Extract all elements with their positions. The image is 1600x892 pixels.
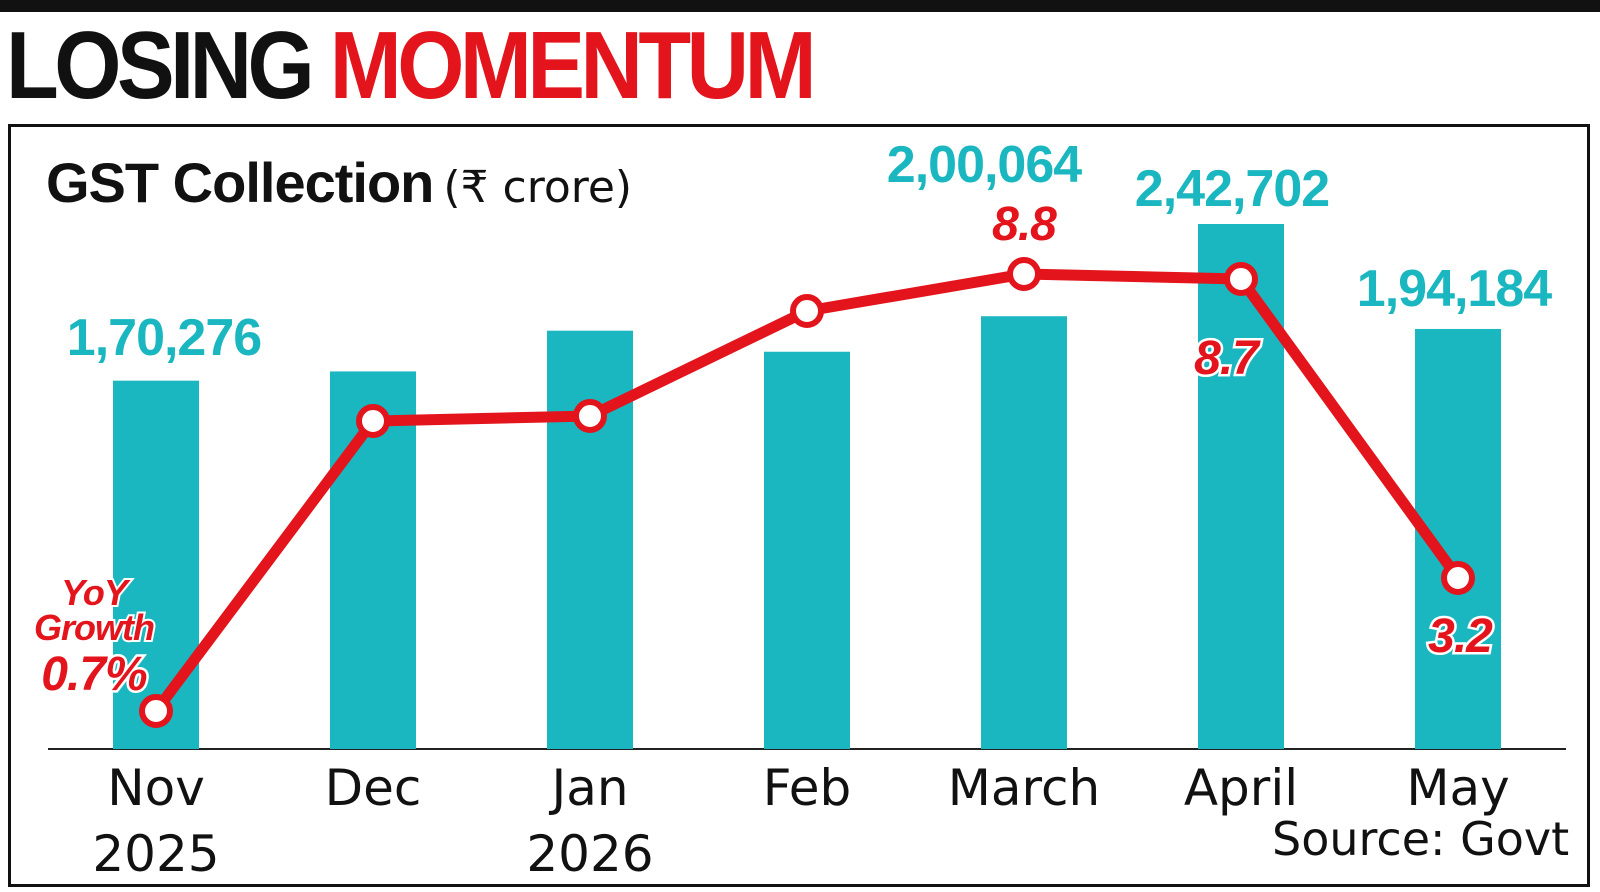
source-note: Source: Govt [1272, 812, 1570, 866]
x-tick-label-5: April [1184, 759, 1298, 817]
x-tick-label-6: May [1406, 759, 1509, 817]
yoy-point-2 [573, 399, 607, 433]
yoy-annotation-0: YoY [61, 572, 131, 613]
yoy-point-1 [356, 404, 390, 438]
bar-3 [764, 351, 850, 749]
yoy-point-4 [1007, 257, 1041, 291]
chart-title-text: GST Collection [46, 151, 434, 214]
bar-value-label-4: 2,00,064 [887, 136, 1082, 194]
bar-2 [547, 330, 633, 749]
x-tick-label-4: March [948, 759, 1100, 817]
yoy-point-6 [1441, 561, 1475, 595]
chart-frame [8, 124, 1590, 884]
yoy-value-label-5: 8.7 [1194, 332, 1261, 385]
bar-5 [1198, 224, 1284, 749]
chart-title: GST Collection (₹ crore) [46, 150, 632, 215]
bar-value-label-0: 1,70,276 [67, 309, 261, 367]
yoy-point-3 [790, 294, 824, 328]
yoy-value-label-0: 0.7% [41, 648, 147, 701]
bar-value-label-6: 1,94,184 [1357, 260, 1552, 318]
top-rule [0, 0, 1600, 12]
bar-value-label-5: 2,42,702 [1135, 160, 1329, 218]
chart-unit: (₹ crore) [443, 162, 633, 213]
yoy-point-5 [1224, 262, 1258, 296]
headline: LOSING MOMENTUM [6, 16, 817, 116]
bar-4 [981, 316, 1067, 749]
bar-0 [113, 380, 199, 749]
x-tick-label-0: Nov 2025 [92, 759, 219, 883]
x-tick-label-1: Dec [325, 759, 422, 817]
yoy-value-label-4: 8.8 [992, 198, 1057, 251]
x-tick-label-2: Jan 2026 [526, 759, 653, 883]
yoy-value-label-6: 3.2 [1428, 610, 1493, 663]
yoy-annotation-1: Growth [34, 607, 154, 648]
x-tick-label-3: Feb [763, 759, 852, 817]
chart-frame-bottom [8, 884, 1590, 887]
headline-word-losing: LOSING [6, 12, 315, 119]
yoy-point-0 [139, 694, 173, 728]
headline-word-momentum: MOMENTUM [329, 12, 817, 119]
